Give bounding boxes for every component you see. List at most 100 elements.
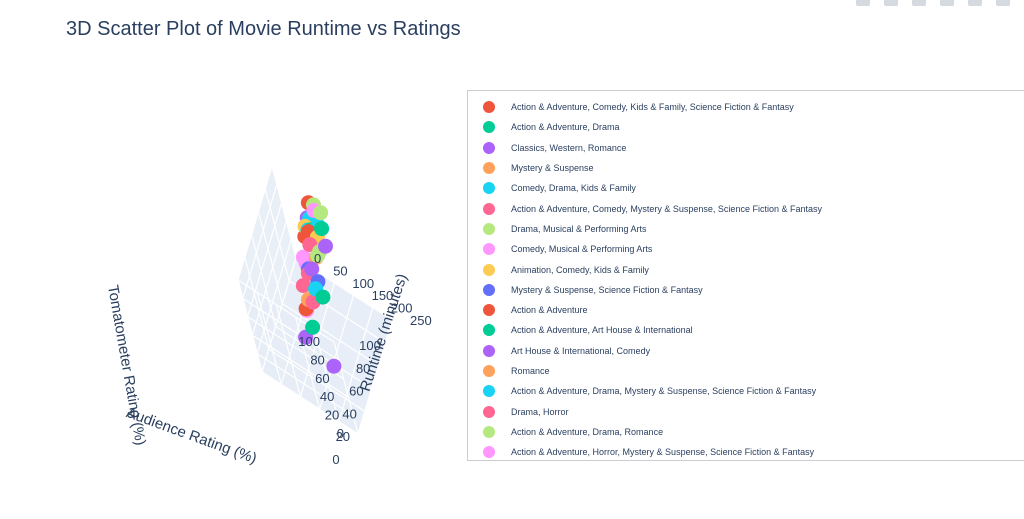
- chart-title: 3D Scatter Plot of Movie Runtime vs Rati…: [66, 18, 461, 40]
- legend-marker-icon: [483, 365, 495, 377]
- legend-label: Comedy, Drama, Kids & Family: [511, 183, 636, 194]
- legend-item[interactable]: Action & Adventure, Drama: [468, 117, 1024, 137]
- legend-label: Action & Adventure, Comedy, Kids & Famil…: [511, 102, 794, 113]
- legend-marker-icon: [483, 344, 495, 357]
- legend-marker-icon: [483, 101, 495, 114]
- legend-marker-icon: [483, 243, 495, 256]
- gridline-y: [295, 317, 321, 410]
- gridline-y: [357, 319, 393, 435]
- legend-item[interactable]: Drama, Horror: [468, 401, 1024, 421]
- legend-item[interactable]: Drama, Musical & Performing Arts: [468, 219, 1024, 239]
- tick-label-x: 20: [336, 429, 350, 444]
- legend-marker-icon: [483, 425, 495, 438]
- legend-marker-icon: [483, 121, 495, 134]
- gridline-z: [256, 353, 354, 417]
- gridline-y: [314, 329, 340, 422]
- legend-item[interactable]: Action & Adventure, Comedy, Kids & Famil…: [468, 97, 1024, 117]
- gridline-y: [237, 279, 263, 373]
- gridline-z: [251, 221, 287, 336]
- 3d-scatter-scene[interactable]: 020406080100050100150200250020406080100 …: [0, 0, 470, 519]
- legend-marker-icon: [483, 304, 495, 317]
- gridline-x: [264, 188, 290, 281]
- scatter-point[interactable]: [314, 221, 330, 237]
- tick-label-y: 200: [391, 301, 413, 316]
- tick-label-x: 100: [359, 338, 381, 353]
- legend-item[interactable]: Mystery & Suspense, Science Fiction & Fa…: [468, 280, 1024, 300]
- legend-item[interactable]: Comedy, Musical & Performing Arts: [468, 239, 1024, 259]
- tick-label-x: 80: [356, 361, 370, 376]
- scatter-point[interactable]: [313, 205, 329, 221]
- tick-label-x: 60: [349, 384, 363, 399]
- legend-item[interactable]: Action & Adventure, Art House & Internat…: [468, 320, 1024, 340]
- legend-item[interactable]: Animation, Comedy, Kids & Family: [468, 259, 1024, 279]
- tick-label-z: 20: [325, 408, 339, 423]
- legend-label: Art House & International, Comedy: [511, 345, 651, 356]
- legend-marker-icon: [483, 324, 495, 337]
- gridline-z: [261, 371, 359, 435]
- gridline-x: [244, 257, 270, 350]
- legend-item[interactable]: Mystery & Suspense: [468, 158, 1024, 178]
- scatter-markers[interactable]: [295, 195, 342, 374]
- legend-marker-icon: [483, 162, 495, 175]
- tick-label-z: 80: [310, 352, 324, 367]
- legend-item[interactable]: Action & Adventure: [468, 300, 1024, 320]
- gridline-z: [261, 257, 297, 373]
- gridline-x: [275, 325, 372, 389]
- gridline-x: [271, 165, 297, 259]
- turntable-icon[interactable]: [968, 0, 982, 6]
- legend-item[interactable]: Action & Adventure, Horror, Mystery & Su…: [468, 442, 1024, 460]
- gridline-z: [247, 202, 283, 317]
- camera-icon[interactable]: [856, 0, 870, 6]
- legend-marker-icon: [483, 446, 495, 459]
- scatter-point[interactable]: [326, 358, 342, 374]
- legend: Action & Adventure, Comedy, Kids & Famil…: [467, 90, 1024, 461]
- gridline-z: [242, 297, 340, 361]
- scatter-point[interactable]: [318, 238, 333, 254]
- legend-item[interactable]: Action & Adventure, Drama, Mystery & Sus…: [468, 381, 1024, 401]
- legend-item[interactable]: Art House & International, Comedy: [468, 341, 1024, 361]
- legend-label: Drama, Horror: [511, 406, 569, 417]
- tick-label-y: 250: [410, 313, 432, 328]
- scatter-point[interactable]: [304, 261, 320, 277]
- legend-label: Action & Adventure, Drama, Mystery & Sus…: [511, 386, 817, 397]
- legend-label: Classics, Western, Romance: [511, 142, 627, 153]
- legend-label: Action & Adventure, Horror, Mystery & Su…: [511, 447, 815, 458]
- gridline-x: [251, 234, 277, 327]
- legend-item[interactable]: Romance: [468, 361, 1024, 381]
- scatter-point[interactable]: [295, 278, 311, 294]
- reset-camera-icon[interactable]: [996, 0, 1010, 6]
- legend-item[interactable]: Classics, Western, Romance: [468, 138, 1024, 158]
- tick-label-y: 100: [352, 276, 374, 291]
- tick-label-z: 60: [315, 371, 329, 386]
- zoom-icon[interactable]: [884, 0, 898, 6]
- legend-marker-icon: [483, 263, 495, 276]
- legend-label: Action & Adventure, Art House & Internat…: [511, 325, 693, 336]
- legend-marker-icon: [483, 283, 495, 296]
- gridline-z: [256, 239, 292, 354]
- legend-item[interactable]: Comedy, Drama, Kids & Family: [468, 178, 1024, 198]
- axis-title-z: Tomatometer Rating (%): [104, 284, 149, 447]
- legend-label: Action & Adventure, Drama, Romance: [511, 426, 664, 437]
- legend-label: Action & Adventure: [511, 305, 588, 316]
- legend-marker-icon: [483, 141, 495, 154]
- legend-label: Animation, Comedy, Kids & Family: [511, 264, 649, 275]
- scatter-point[interactable]: [315, 289, 331, 305]
- legend-marker-icon: [483, 222, 495, 235]
- pan-icon[interactable]: [912, 0, 926, 6]
- legend-item[interactable]: Action & Adventure, Comedy, Mystery & Su…: [468, 198, 1024, 218]
- legend-label: Mystery & Suspense, Science Fiction & Fa…: [511, 284, 703, 295]
- legend-label: Mystery & Suspense: [511, 163, 594, 174]
- tick-label-x: 40: [342, 406, 356, 421]
- gridline-y: [338, 307, 374, 422]
- legend-marker-icon: [483, 385, 495, 398]
- legend-label: Action & Adventure, Drama: [511, 122, 620, 133]
- legend-marker-icon: [483, 202, 495, 215]
- scatter-point[interactable]: [305, 319, 321, 335]
- gridline-z: [242, 184, 278, 299]
- legend-label: Romance: [511, 366, 550, 376]
- legend-item[interactable]: Action & Adventure, Drama, Romance: [468, 422, 1024, 442]
- legend-label: Comedy, Musical & Performing Arts: [511, 244, 653, 255]
- orbit-rotation-icon[interactable]: [940, 0, 954, 6]
- gridline-x: [282, 303, 379, 367]
